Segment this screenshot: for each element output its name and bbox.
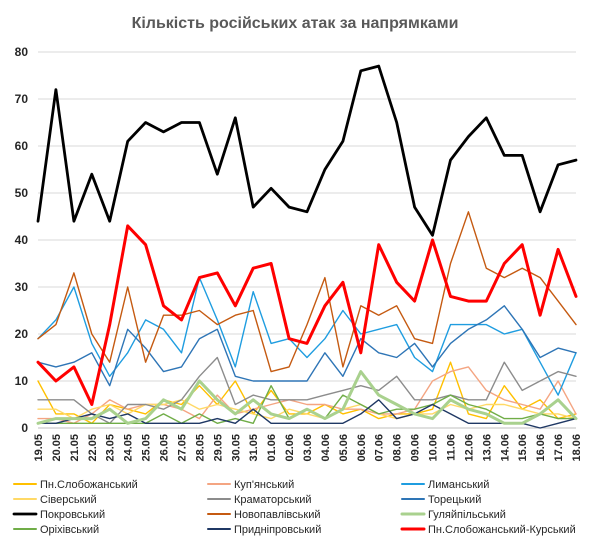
y-tick-label: 0	[21, 421, 28, 435]
legend-label: Краматорський	[234, 494, 312, 506]
y-tick-label: 40	[15, 233, 29, 247]
x-tick-label: 09.06	[410, 434, 422, 462]
x-tick-label: 29.05	[212, 434, 224, 462]
series-line-2	[37, 276, 577, 396]
legend-label: Придніпровський	[234, 524, 321, 536]
y-tick-label: 20	[15, 327, 29, 341]
x-tick-label: 10.06	[428, 434, 440, 462]
x-tick-label: 25.05	[141, 434, 153, 462]
x-tick-label: 14.06	[499, 434, 511, 462]
legend-label: Сіверський	[40, 494, 97, 506]
series-line-10	[37, 399, 577, 429]
x-tick-label: 22.05	[87, 434, 99, 462]
legend-label: Оріхівський	[40, 524, 99, 536]
x-tick-label: 05.06	[338, 434, 350, 462]
series-lines	[36, 64, 578, 429]
x-tick-label: 06.06	[356, 434, 368, 462]
x-axis-ticks: 19.05 20.05 21.05 22.05 23.05 24.05 25.05 26.05…	[33, 434, 583, 462]
y-tick-label: 30	[15, 280, 29, 294]
legend-label: Торецький	[428, 494, 481, 506]
y-tick-label: 60	[15, 139, 29, 153]
series-line-7	[37, 211, 577, 373]
y-tick-label: 70	[15, 92, 29, 106]
legend-label: Куп'янський	[234, 479, 294, 491]
x-tick-label: 07.06	[374, 434, 386, 462]
x-tick-label: 13.06	[481, 434, 493, 462]
y-tick-label: 80	[15, 45, 29, 59]
x-tick-label: 21.05	[69, 434, 81, 462]
x-tick-label: 18.06	[571, 434, 583, 462]
x-tick-label: 27.05	[176, 434, 188, 462]
series-line-1	[37, 366, 577, 424]
y-axis-ticks: 0 10 20 30 40 50 60 70 80	[15, 45, 29, 435]
x-tick-label: 19.05	[33, 434, 45, 462]
x-tick-label: 01.06	[266, 434, 278, 462]
x-tick-label: 30.05	[230, 434, 242, 462]
x-tick-label: 23.05	[105, 434, 117, 462]
x-tick-label: 04.06	[320, 434, 332, 462]
x-tick-label: 02.06	[284, 434, 296, 462]
legend-label: Пн.Слобожанський	[40, 479, 138, 491]
legend: Пн.Слобожанський Куп'янський Лиманський Сів…	[12, 479, 576, 536]
x-tick-label: 31.05	[248, 434, 260, 462]
x-tick-label: 12.06	[463, 434, 475, 462]
series-line-6	[36, 64, 578, 237]
x-tick-label: 11.06	[445, 434, 457, 461]
legend-label: Лиманський	[428, 479, 489, 491]
series-line-11	[36, 224, 578, 406]
x-tick-label: 16.06	[535, 434, 547, 462]
x-tick-label: 28.05	[194, 434, 206, 462]
legend-label: Гуляйпільський	[428, 509, 506, 521]
series-line-8	[36, 370, 578, 425]
legend-label: Покровський	[40, 509, 105, 521]
x-tick-label: 26.05	[159, 434, 171, 462]
series-line-5	[37, 305, 577, 387]
y-tick-label: 50	[15, 186, 29, 200]
legend-label: Пн.Слобожанський-Курський	[428, 524, 576, 536]
x-tick-label: 17.06	[553, 434, 565, 462]
chart-title: Кількість російських атак за напрямками	[132, 15, 459, 32]
x-tick-label: 03.06	[302, 434, 314, 462]
series-line-4	[37, 356, 577, 424]
legend-label: Новопавлівський	[234, 509, 320, 521]
x-tick-label: 24.05	[123, 434, 135, 462]
x-tick-label: 08.06	[392, 434, 404, 462]
x-tick-label: 20.05	[51, 434, 63, 462]
y-tick-label: 10	[15, 374, 29, 388]
x-tick-label: 15.06	[517, 434, 529, 462]
